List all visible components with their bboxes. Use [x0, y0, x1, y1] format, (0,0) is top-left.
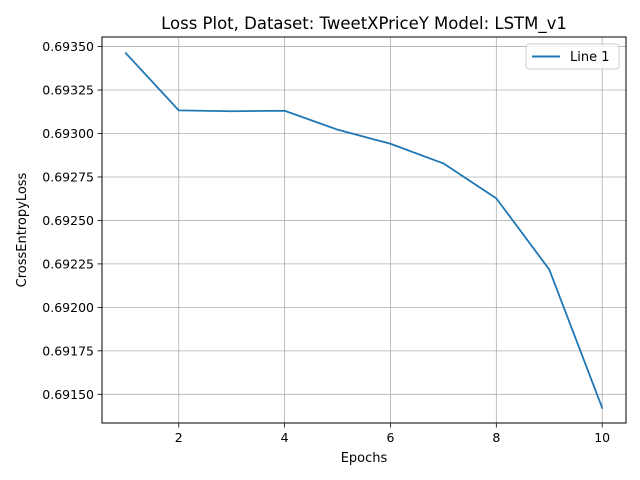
y-tick-label: 0.69250 — [42, 213, 94, 228]
y-tick-label: 0.69300 — [42, 126, 94, 141]
x-tick-label: 4 — [281, 430, 289, 445]
chart-title: Loss Plot, Dataset: TweetXPriceY Model: … — [161, 14, 567, 34]
legend: Line 1 — [525, 43, 620, 70]
y-tick-label: 0.69200 — [42, 300, 94, 315]
series-line-1 — [124, 51, 604, 410]
x-tick-label: 2 — [175, 430, 183, 445]
x-tick-label: 8 — [492, 430, 500, 445]
plot-frame — [101, 36, 627, 424]
legend-box — [525, 43, 620, 70]
x-tick-label: 6 — [386, 430, 394, 445]
y-tick-label: 0.69275 — [42, 169, 94, 184]
y-tick-label: 0.69350 — [42, 39, 94, 54]
x-tick-label: 10 — [594, 430, 610, 445]
data-series — [124, 51, 604, 410]
y-tick-label: 0.69225 — [42, 256, 94, 271]
x-axis-label: Epochs — [341, 451, 388, 466]
axis-ticks: 2 4 6 8 10 0.69150 0.69175 0.69200 0.69225 0.6925… — [42, 39, 610, 445]
y-tick-label: 0.69325 — [42, 83, 94, 98]
y-axis-label: CrossEntropyLoss — [15, 172, 30, 287]
y-tick-label: 0.69150 — [42, 387, 94, 402]
legend-label-line-1: Line 1 — [570, 50, 610, 65]
y-tick-label: 0.69175 — [42, 343, 94, 358]
